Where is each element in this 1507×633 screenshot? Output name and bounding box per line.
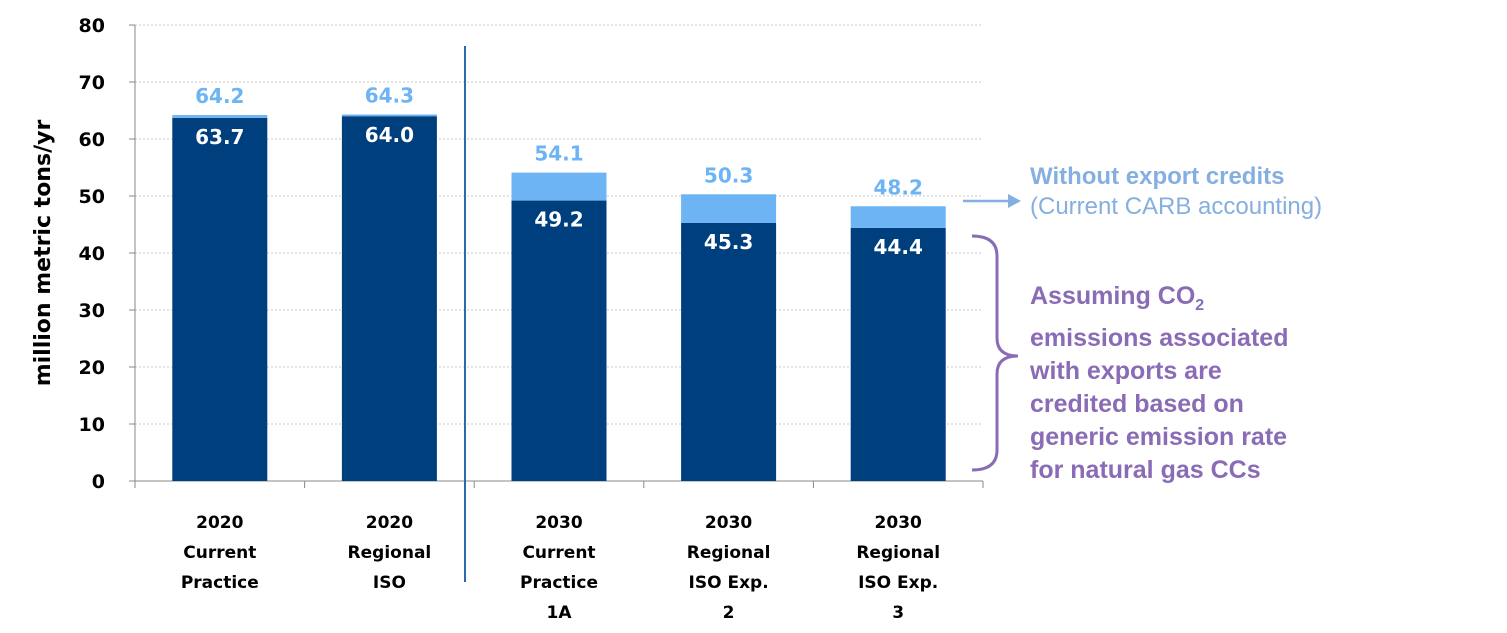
annotation-without-title: Without export credits [1030,163,1285,190]
x-category-label: 2020 [196,513,243,533]
bar-export-increment [172,115,268,118]
annotation-assume-prefix: Assuming CO [1030,282,1196,310]
data-labels: 63.7 64.2 64.0 64.3 49.2 54.1 45.3 50.3 44.4 48.2 [195,83,923,258]
x-category-label: 2030 [875,513,922,533]
annotation-assume-subscript: 2 [1195,297,1205,314]
y-tick-label: 40 [79,243,105,265]
bar-export-increment [511,172,607,201]
x-category-label: 2020 [366,513,413,533]
x-category-label: Current [183,543,256,563]
data-label-credited: 44.4 [874,235,923,259]
x-category-label: 1A [547,603,573,623]
data-label-credited: 63.7 [195,125,244,149]
x-category-label: ISO Exp. [858,573,938,593]
y-tick-label: 60 [79,129,105,151]
arrow-icon [963,194,1021,208]
x-category-label: Current [522,543,595,563]
bar-credited [681,222,777,482]
y-tick-label: 20 [79,357,105,379]
x-category-label: ISO [373,573,406,593]
brace-icon [971,234,1019,472]
bar-export-increment [341,114,437,117]
x-category-label: Regional [856,543,940,563]
annotation-assume-line: emissions associated [1030,324,1289,352]
x-category-label: 2030 [535,513,582,533]
bar-credited [341,116,437,481]
annotation-without-export-credits: Without export credits (Current CARB acc… [1030,162,1322,222]
y-tick-label: 70 [79,72,105,94]
annotation-assume-first-line: Assuming CO2 [1030,280,1500,322]
y-tick-label: 50 [79,186,105,208]
bar-credited [172,117,268,481]
bar-export-increment [850,206,946,228]
y-tick-label: 0 [92,471,105,493]
category-labels: 2020 Current Practice 2020 Regional ISO 2030 Cu… [181,513,940,623]
annotation-without-subtitle: (Current CARB accounting) [1030,193,1323,220]
x-category-label: Regional [348,543,432,563]
data-label-credited: 49.2 [534,208,583,232]
annotation-assume-line: credited based on [1030,390,1244,418]
x-category-label: Practice [520,573,598,593]
x-category-label: 2 [723,603,735,623]
y-tick-label: 30 [79,300,105,322]
x-category-label: ISO Exp. [689,573,769,593]
data-label-credited: 45.3 [704,230,753,254]
bar-credited [850,227,946,481]
x-category-label: Regional [687,543,771,563]
x-tick-marks [134,481,984,488]
annotation-assume-line: for natural gas CCs [1030,456,1261,484]
x-category-label: Practice [181,573,259,593]
x-category-label: 3 [892,603,904,623]
bar-credited [511,200,607,481]
data-label-total: 64.3 [365,83,414,107]
bars [172,114,946,482]
y-tick-labels: 0 10 20 30 40 50 60 70 80 [79,15,135,493]
y-tick-label: 80 [79,15,105,37]
y-tick-label: 10 [79,414,105,436]
annotation-assume-line: generic emission rate [1030,423,1288,451]
y-axis-label: million metric tons/yr [31,120,56,387]
data-label-total: 48.2 [874,175,923,199]
bar-export-increment [681,194,777,223]
data-label-total: 54.1 [534,142,583,166]
annotation-assume-line: with exports are [1030,357,1222,385]
annotation-assuming-credits: Assuming CO2 emissions associated with e… [1030,280,1500,487]
data-label-total: 50.3 [704,163,753,187]
data-label-total: 64.2 [195,84,244,108]
data-label-credited: 64.0 [365,123,414,147]
x-category-label: 2030 [705,513,752,533]
